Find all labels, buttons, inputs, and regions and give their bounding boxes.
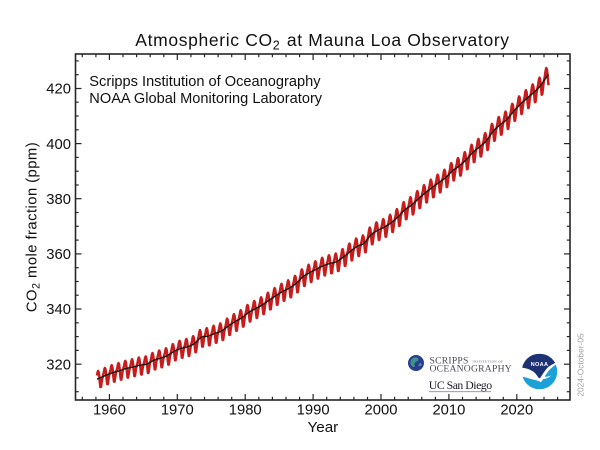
svg-text:2010: 2010	[432, 402, 465, 418]
svg-text:1980: 1980	[229, 402, 262, 418]
svg-text:Scripps Institution of Oceanog: Scripps Institution of Oceanography	[89, 74, 321, 90]
svg-text:420: 420	[46, 82, 71, 98]
svg-text:2020: 2020	[500, 402, 533, 418]
svg-text:INSTITUTION OF: INSTITUTION OF	[473, 360, 504, 364]
svg-text:400: 400	[46, 137, 71, 153]
svg-text:340: 340	[46, 302, 71, 318]
svg-text:2000: 2000	[365, 402, 398, 418]
svg-text:NOAA Global Monitoring Laborat: NOAA Global Monitoring Laboratory	[89, 91, 323, 107]
svg-text:1970: 1970	[161, 402, 194, 418]
svg-text:Atmospheric CO2 at Mauna Loa O: Atmospheric CO2 at Mauna Loa Observatory	[135, 30, 509, 53]
svg-text:2024-October-05: 2024-October-05	[576, 333, 586, 397]
svg-text:Year: Year	[308, 419, 339, 436]
svg-text:360: 360	[46, 247, 71, 263]
svg-text:SCRIPPS: SCRIPPS	[430, 355, 469, 366]
svg-text:320: 320	[46, 357, 71, 373]
svg-text:CO2 mole fraction (ppm): CO2 mole fraction (ppm)	[25, 142, 43, 312]
svg-text:1960: 1960	[93, 402, 126, 418]
svg-text:1990: 1990	[297, 402, 330, 418]
svg-text:UC San Diego: UC San Diego	[429, 378, 492, 392]
svg-text:NOAA: NOAA	[531, 362, 549, 368]
svg-text:380: 380	[46, 192, 71, 208]
svg-text:OCEANOGRAPHY: OCEANOGRAPHY	[430, 364, 512, 375]
